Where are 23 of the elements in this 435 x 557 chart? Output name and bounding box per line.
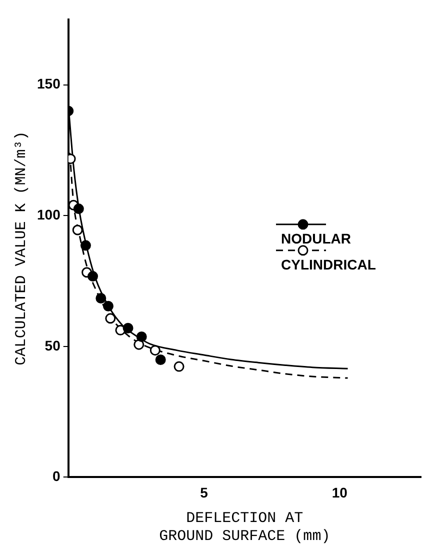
point xyxy=(155,354,166,365)
y-tick-label: 0 xyxy=(52,468,61,484)
point xyxy=(96,293,106,304)
y-tick-label: 100 xyxy=(37,206,61,222)
point xyxy=(72,224,83,236)
point xyxy=(122,322,134,334)
point xyxy=(134,339,144,350)
point xyxy=(88,271,98,282)
x-tick-label: 10 xyxy=(332,484,348,500)
point xyxy=(174,361,184,372)
point xyxy=(150,345,160,356)
point xyxy=(136,331,147,342)
y-tick-label: 50 xyxy=(44,337,61,354)
point xyxy=(105,313,116,324)
legend-label: CYLINDRICAL xyxy=(281,256,376,272)
point xyxy=(73,204,84,214)
point xyxy=(80,240,91,251)
point xyxy=(102,300,114,312)
x-axis-title: DEFLECTION AT GROUND SURFACE (mm) xyxy=(159,510,330,545)
y-tick-label: 150 xyxy=(37,76,61,92)
y-axis-title: CALCULATED VALUE K (MN/m³) xyxy=(12,131,30,366)
legend-label: NODULAR xyxy=(281,230,351,246)
x-tick-label: 5 xyxy=(200,484,208,500)
